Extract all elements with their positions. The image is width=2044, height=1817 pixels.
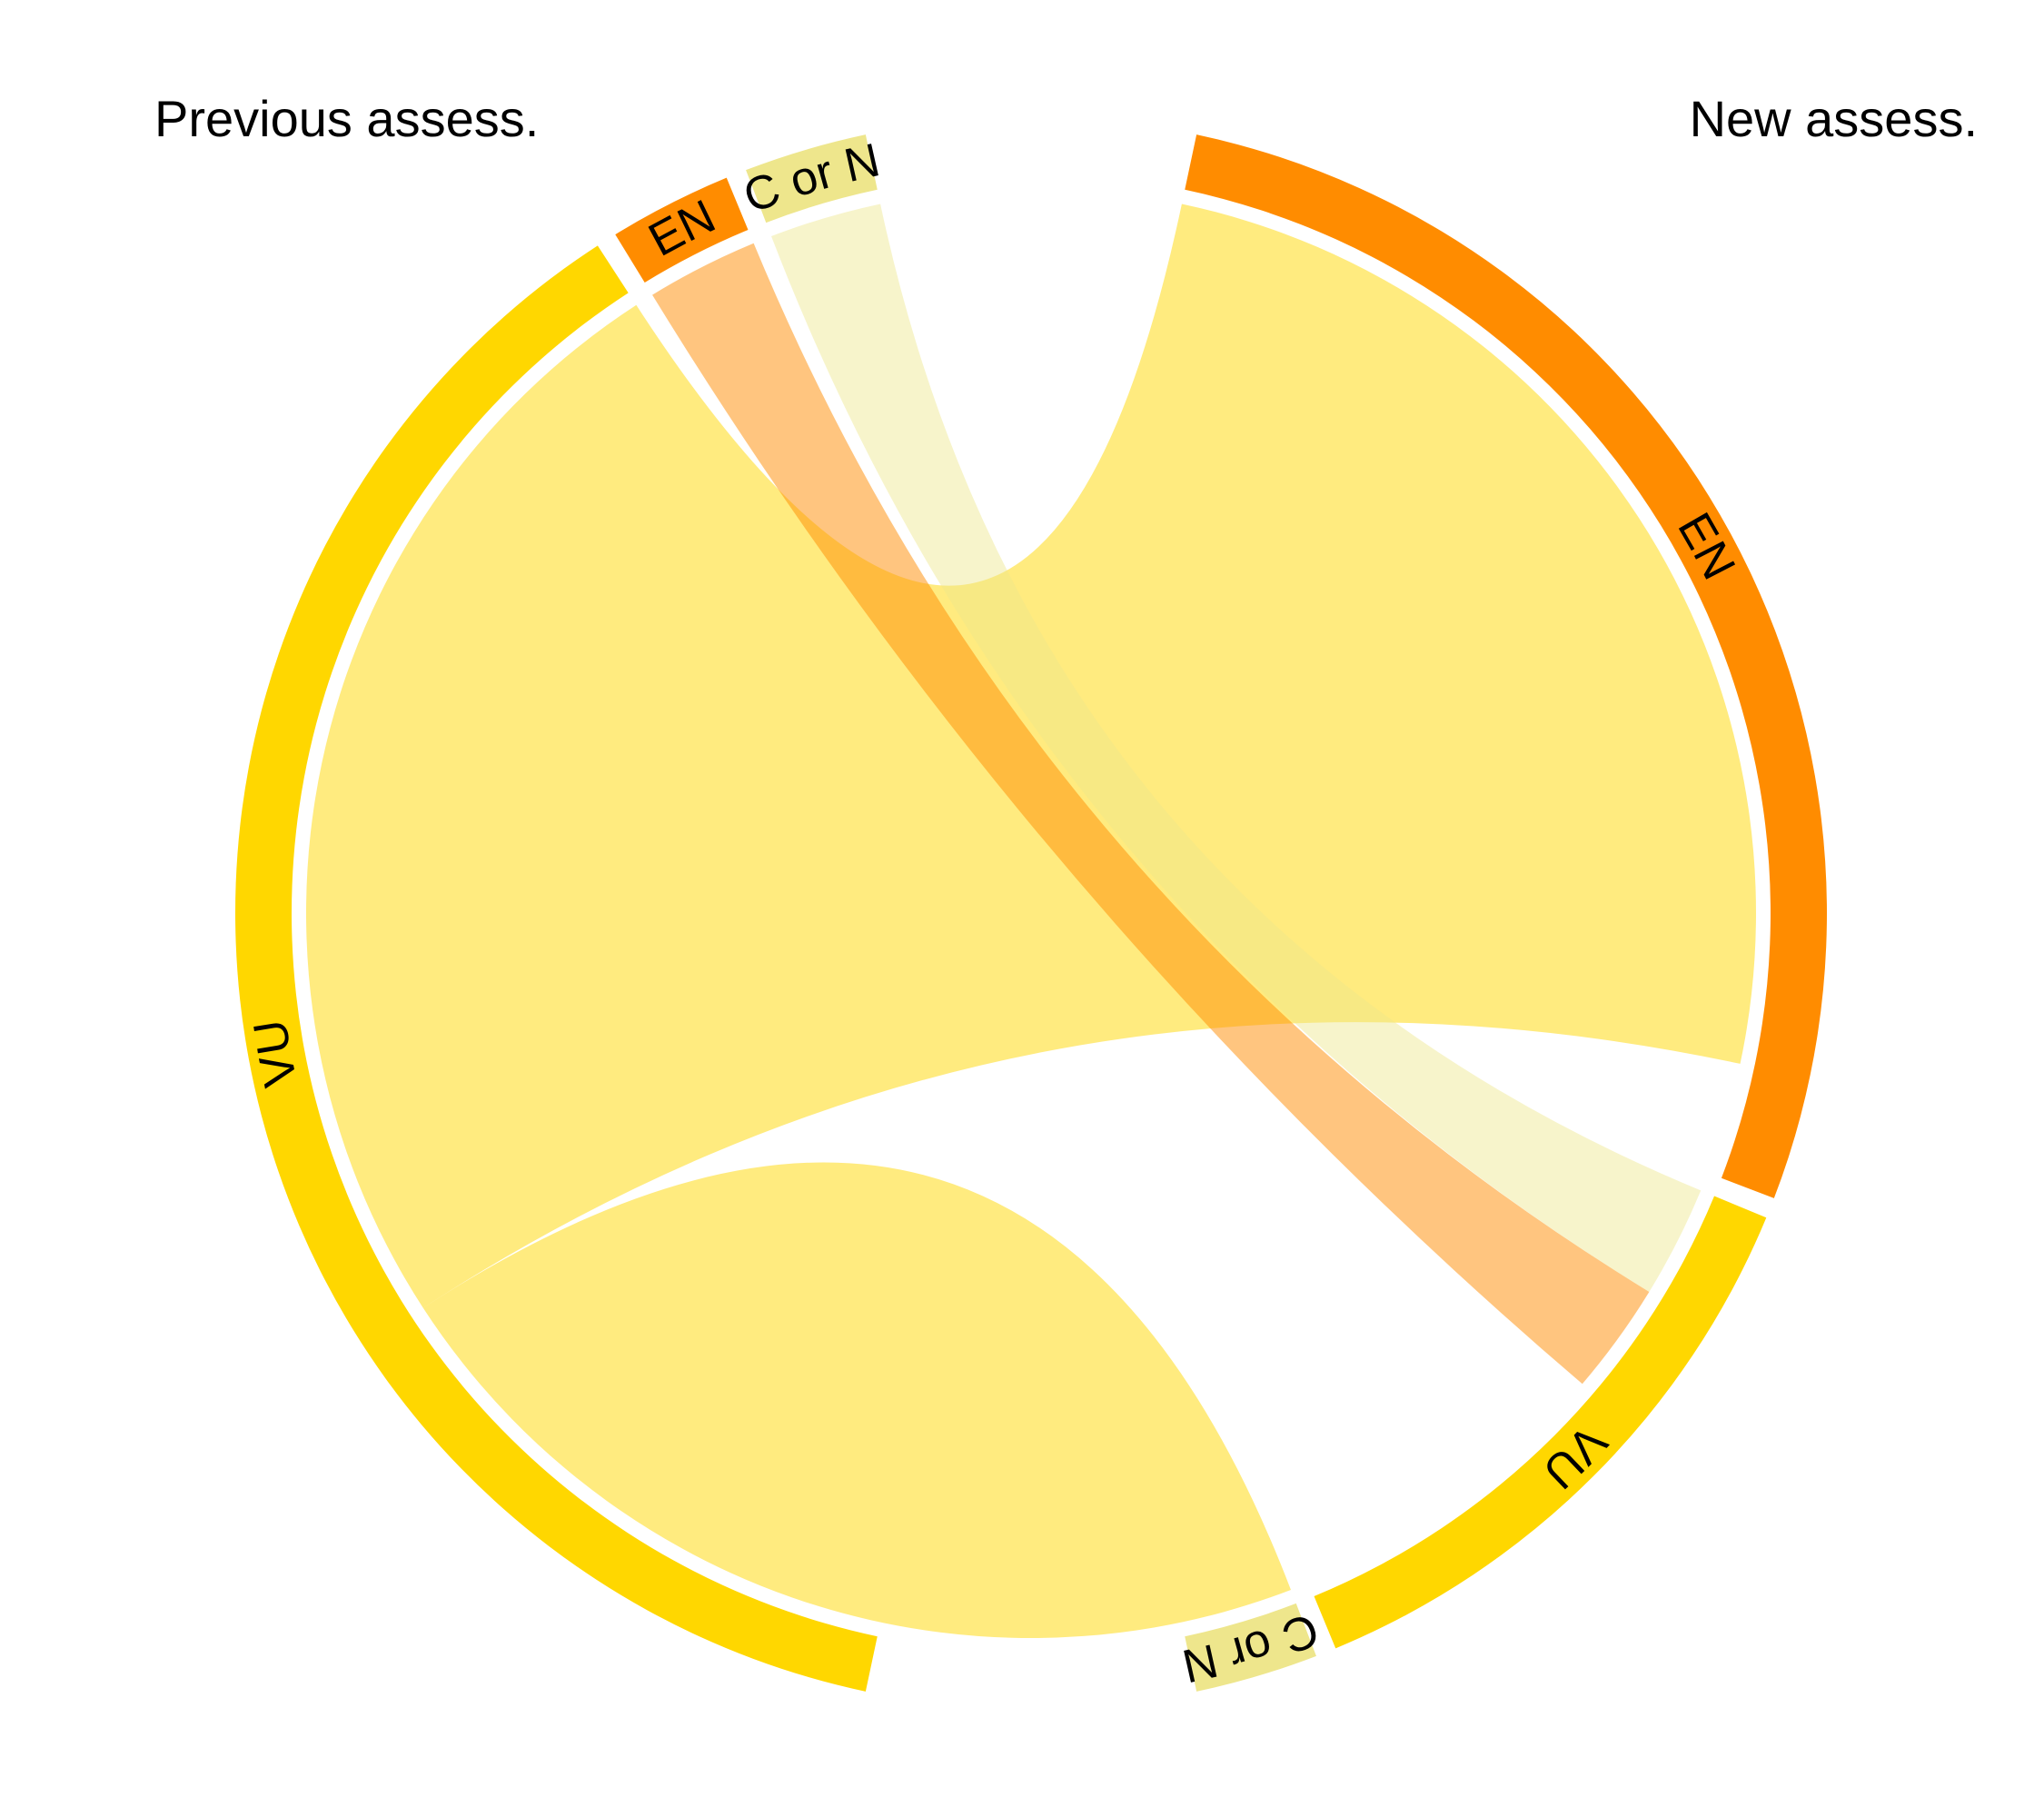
- link-vu-to-lc-or-nt: [422, 1162, 1291, 1638]
- sector-new-vu: [1314, 1196, 1767, 1649]
- link-en-to-vu: [652, 243, 1650, 1385]
- sector-new-lc-or-nt: [1185, 1603, 1316, 1692]
- sector-label-previous-vu: VU: [243, 1017, 307, 1091]
- sector-new-en: [1185, 134, 1827, 1198]
- previous-assessment-heading: Previous assess.: [154, 90, 540, 147]
- link-lc-or-nt-to-vu: [771, 204, 1702, 1292]
- sector-label-previous-lc-or-nt: LC or NT: [0, 0, 885, 223]
- sector-previous-lc-or-nt: [746, 134, 878, 223]
- sector-previous-en: [615, 177, 749, 283]
- links: [306, 204, 1756, 1638]
- new-assessment-heading: New assess.: [1689, 90, 1978, 147]
- sector-previous-vu: [235, 245, 878, 1692]
